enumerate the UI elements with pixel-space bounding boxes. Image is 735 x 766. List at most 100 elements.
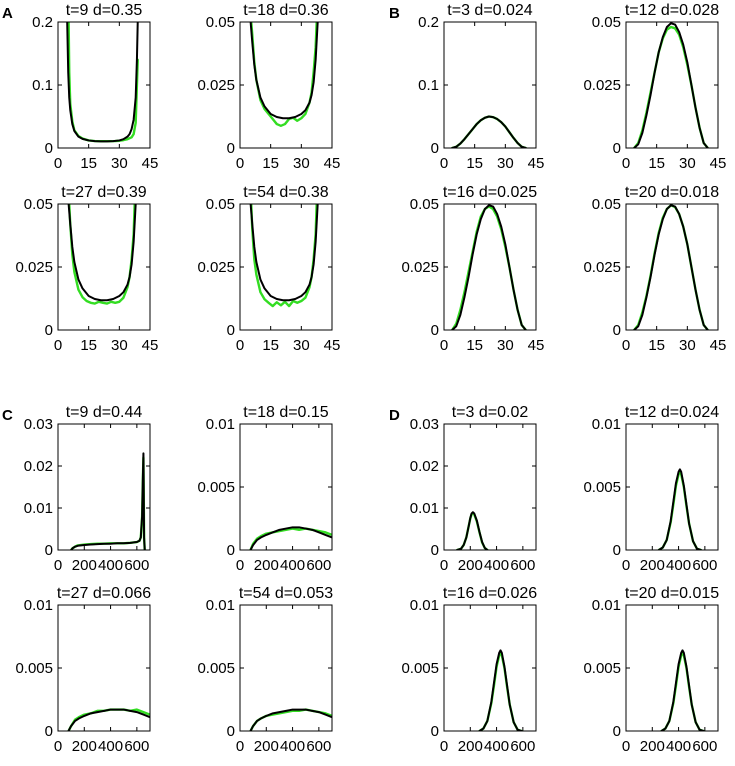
chart-d1-ytick-label-0: 0 [431, 542, 439, 559]
chart-d3-title: t=16 d=0.026 [443, 585, 537, 602]
chart-b3-xtick-label-2: 30 [497, 337, 514, 354]
chart-d1: 0 200 400 600 0 0.01 0.02 0.03 t=3 d=0.02 [410, 404, 537, 574]
chart-b3-title: t=16 d=0.025 [443, 184, 537, 201]
chart-c1: 0 200 400 600 0 0.01 0.02 0.03 t=9 d=0.44 [24, 404, 151, 574]
chart-d2-ytick-label-2: 0.01 [592, 416, 621, 433]
chart-d2-line-simulation [657, 470, 703, 550]
chart-c3-series-group [67, 708, 150, 731]
chart-b1-ytick-label-1: 0.1 [418, 77, 439, 94]
chart-a2-xtick-label-0: 0 [236, 155, 244, 172]
chart-d1-ytick-label-1: 0.01 [410, 500, 439, 517]
chart-a4-xtick-label-0: 0 [236, 337, 244, 354]
chart-b3: 0 15 30 45 0 0.025 0.05t=16 d=0.025 [401, 184, 544, 354]
chart-a1-line-model [66, 22, 139, 143]
chart-b2-ytick-label-1: 0.025 [583, 77, 621, 94]
chart-c2: 0 200 400 600 0 0.005 0.01 t=18 d=0.15 [197, 404, 333, 574]
chart-d2-xtick-label-3: 600 [692, 557, 717, 574]
chart-d4-ytick-label-1: 0.005 [583, 660, 621, 677]
chart-a3-ytick-label-2: 0.05 [24, 196, 53, 213]
chart-a1-xtick-label-0: 0 [54, 155, 62, 172]
chart-d3-ytick-label-0: 0 [431, 723, 439, 740]
chart-a2-ytick-label-2: 0.05 [206, 14, 235, 31]
chart-b1-ytick-label-2: 0.2 [418, 14, 439, 31]
chart-b4-axes-box [625, 203, 719, 331]
chart-b4-series-group [632, 204, 709, 330]
chart-a4-line-model [249, 204, 319, 302]
chart-d4-xtick-label-2: 400 [666, 738, 691, 755]
chart-b2-xtick-label-2: 30 [679, 155, 696, 172]
chart-c4-ytick-label-0: 0 [227, 723, 235, 740]
chart-a4-ytick-label-1: 0.025 [197, 259, 235, 276]
chart-d4-xtick-label-1: 200 [640, 738, 665, 755]
chart-a3-xtick-label-0: 0 [54, 337, 62, 354]
chart-b3-line-simulation [450, 205, 527, 330]
chart-d3-series-group [478, 649, 523, 731]
chart-d1-series-group [455, 511, 489, 550]
chart-a2-ytick-label-1: 0.025 [197, 77, 235, 94]
chart-a3-axes-box [57, 203, 151, 331]
chart-b2-series-group [632, 22, 709, 148]
chart-c4-ytick-label-2: 0.01 [206, 597, 235, 614]
panel-letter-c: C [2, 407, 13, 424]
chart-d4-line-model [660, 649, 705, 731]
chart-a3-xtick-label-3: 45 [142, 337, 159, 354]
chart-b4-ytick-label-0: 0 [613, 322, 621, 339]
chart-a2-xtick-label-3: 45 [324, 155, 341, 172]
chart-c3-xtick-label-0: 0 [54, 738, 62, 755]
chart-d2-line-model [657, 468, 702, 550]
chart-d3-xtick-label-0: 0 [440, 738, 448, 755]
chart-a4-xtick-label-1: 15 [262, 337, 279, 354]
chart-a1-ytick-label-0: 0 [45, 140, 53, 157]
chart-a3-ytick-label-1: 0.025 [15, 259, 53, 276]
chart-c3-title: t=27 d=0.066 [57, 585, 151, 602]
chart-b4: 0 15 30 45 0 0.025 0.05t=20 d=0.018 [583, 184, 726, 354]
chart-c2-xtick-label-3: 600 [306, 557, 331, 574]
chart-c2-ytick-label-2: 0.01 [206, 416, 235, 433]
chart-b1-xtick-label-0: 0 [440, 155, 448, 172]
chart-d1-line-model [456, 511, 489, 550]
chart-a3-xtick-label-1: 15 [80, 337, 97, 354]
chart-a4-ytick-label-2: 0.05 [206, 196, 235, 213]
chart-b2-line-simulation [632, 25, 709, 148]
chart-b3-xtick-label-3: 45 [528, 337, 545, 354]
chart-a4-axes-box [239, 203, 333, 331]
panel-letter-a: A [2, 5, 13, 22]
chart-b2-xtick-label-3: 45 [710, 155, 727, 172]
chart-c3: 0 200 400 600 0 0.005 0.01t=27 d=0.066 [15, 585, 151, 755]
chart-d3: 0 200 400 600 0 0.005 0.01t=16 d=0.026 [401, 585, 537, 755]
chart-b4-xtick-label-1: 15 [648, 337, 665, 354]
chart-b1-line-simulation [450, 115, 527, 148]
chart-d1-xtick-label-3: 600 [510, 557, 535, 574]
chart-c1-title: t=9 d=0.44 [66, 404, 143, 421]
chart-c4-title: t=54 d=0.053 [239, 585, 333, 602]
chart-c3-xtick-label-1: 200 [72, 738, 97, 755]
chart-c3-line-model [67, 708, 150, 731]
chart-d4-xtick-label-3: 600 [692, 738, 717, 755]
chart-a1-ytick-label-1: 0.1 [32, 77, 53, 94]
chart-c1-axes-box [57, 423, 151, 551]
chart-b4-xtick-label-3: 45 [710, 337, 727, 354]
chart-b3-xtick-label-1: 15 [466, 337, 483, 354]
chart-b4-xtick-label-2: 30 [679, 337, 696, 354]
chart-a1: 0 15 30 45 0 0.1 0.2 t=9 d=0.35 [32, 2, 158, 172]
chart-b1-xtick-label-1: 15 [466, 155, 483, 172]
chart-a1-xtick-label-1: 15 [80, 155, 97, 172]
chart-b3-line-model [451, 204, 527, 330]
chart-d3-line-model [478, 649, 523, 731]
chart-a4: 0 15 30 45 0 0.025 0.05 t=54 d=0.38 [197, 184, 340, 354]
chart-a3-line-model [67, 204, 137, 302]
chart-c3-xtick-label-3: 600 [124, 738, 149, 755]
chart-b3-ytick-label-0: 0 [431, 322, 439, 339]
chart-c2-xtick-label-0: 0 [236, 557, 244, 574]
chart-a1-xtick-label-2: 30 [111, 155, 128, 172]
chart-c1-line-simulation [69, 456, 146, 550]
chart-a4-series-group [249, 204, 319, 308]
chart-a2-ytick-label-0: 0 [227, 140, 235, 157]
chart-d3-ytick-label-1: 0.005 [401, 660, 439, 677]
chart-d3-xtick-label-2: 400 [484, 738, 509, 755]
chart-d2-axes-box [625, 423, 719, 551]
chart-d1-axes-box [443, 423, 537, 551]
chart-b2-xtick-label-0: 0 [622, 155, 630, 172]
panels-container: 0 15 30 45 0 0.1 0.2 t=9 d=0.35 0 15 30 45 0 0.025 0.0… [15, 2, 726, 755]
chart-b2-ytick-label-2: 0.05 [592, 14, 621, 31]
